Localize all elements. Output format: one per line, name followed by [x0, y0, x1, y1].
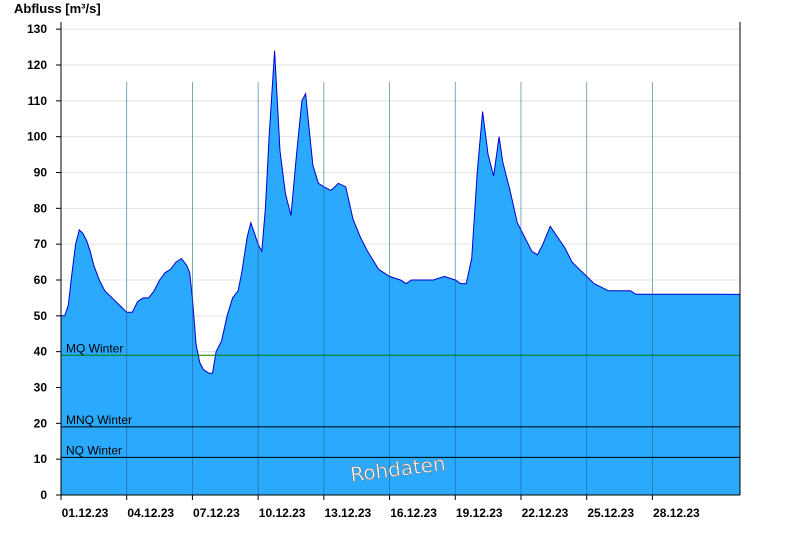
y-tick-label: 10	[34, 452, 48, 466]
x-tick-label: 28.12.23	[653, 506, 700, 520]
y-tick-label: 80	[34, 201, 48, 215]
y-tick-label: 60	[34, 273, 48, 287]
y-tick-label: 20	[34, 416, 48, 430]
y-tick-label: 30	[34, 381, 48, 395]
plot-area	[60, 50, 741, 495]
day-markers	[126, 82, 653, 495]
x-tick-label: 01.12.23	[62, 506, 109, 520]
x-tick-label: 16.12.23	[390, 506, 437, 520]
y-tick-label: 0	[40, 488, 47, 502]
x-tick-label: 19.12.23	[456, 506, 503, 520]
y-axis-ticks: 0 10 20 30 40 50 60 70 80 90 100 110 120 130	[27, 22, 61, 502]
x-tick-label: 25.12.23	[587, 506, 634, 520]
y-tick-label: 110	[28, 94, 48, 108]
discharge-area	[61, 50, 740, 495]
y-tick-label: 50	[34, 309, 48, 323]
reference-line-label: NQ Winter	[66, 443, 122, 457]
y-tick-label: 40	[34, 345, 48, 359]
x-tick-label: 22.12.23	[522, 506, 569, 520]
y-tick-label: 90	[34, 166, 48, 180]
y-tick-label: 100	[27, 130, 47, 144]
y-tick-label: 120	[27, 58, 47, 72]
x-tick-label: 13.12.23	[324, 506, 371, 520]
y-axis-label: Abfluss [m³/s]	[14, 1, 101, 16]
reference-line-label: MNQ Winter	[66, 413, 132, 427]
x-tick-label: 10.12.23	[259, 506, 306, 520]
reference-line-label: MQ Winter	[66, 341, 123, 355]
y-tick-label: 70	[34, 237, 48, 251]
x-tick-label: 07.12.23	[193, 506, 240, 520]
reference-lines: MQ Winter MNQ Winter NQ Winter	[61, 341, 740, 458]
discharge-line	[60, 50, 741, 374]
x-axis-ticks: 01.12.23 04.12.23 07.12.23 10.12.23 13.12.23…	[60, 495, 700, 520]
x-tick-label: 04.12.23	[127, 506, 174, 520]
y-tick-label: 130	[27, 22, 47, 36]
